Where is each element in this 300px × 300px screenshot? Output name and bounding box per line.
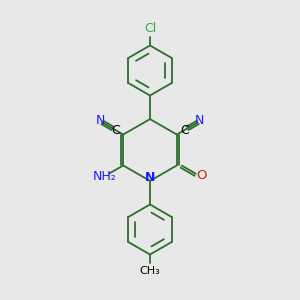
Text: N: N: [145, 171, 155, 184]
Text: C: C: [180, 124, 189, 137]
Text: CH₃: CH₃: [140, 266, 160, 276]
Text: O: O: [196, 169, 206, 182]
Text: NH₂: NH₂: [93, 169, 117, 183]
Text: Cl: Cl: [144, 22, 156, 35]
Text: N: N: [95, 114, 105, 127]
Text: C: C: [111, 124, 120, 137]
Text: N: N: [195, 114, 205, 127]
